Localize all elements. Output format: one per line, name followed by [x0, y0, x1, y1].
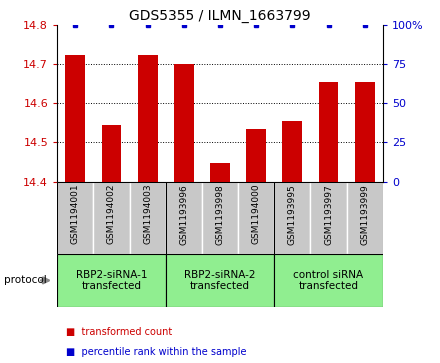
Bar — [282, 121, 302, 182]
Bar — [210, 163, 230, 182]
Text: RBP2-siRNA-1
transfected: RBP2-siRNA-1 transfected — [76, 270, 147, 291]
Text: GSM1194000: GSM1194000 — [252, 184, 260, 245]
Bar — [311, 182, 347, 254]
Bar — [57, 182, 93, 254]
Bar — [129, 182, 166, 254]
Text: GSM1194003: GSM1194003 — [143, 184, 152, 245]
Bar — [174, 65, 194, 182]
Text: GSM1194002: GSM1194002 — [107, 184, 116, 244]
Bar — [57, 254, 166, 307]
Title: GDS5355 / ILMN_1663799: GDS5355 / ILMN_1663799 — [129, 9, 311, 23]
Bar — [246, 129, 266, 182]
Bar — [238, 182, 274, 254]
Text: GSM1193999: GSM1193999 — [360, 184, 369, 245]
Bar — [347, 182, 383, 254]
Bar — [166, 182, 202, 254]
Text: GSM1193998: GSM1193998 — [216, 184, 224, 245]
Text: RBP2-siRNA-2
transfected: RBP2-siRNA-2 transfected — [184, 270, 256, 291]
Bar — [66, 55, 85, 182]
Text: GSM1193997: GSM1193997 — [324, 184, 333, 245]
Bar — [319, 82, 338, 182]
Text: ■  percentile rank within the sample: ■ percentile rank within the sample — [66, 347, 246, 357]
Bar — [274, 254, 383, 307]
Bar — [93, 182, 129, 254]
Bar — [202, 182, 238, 254]
Text: GSM1194001: GSM1194001 — [71, 184, 80, 245]
Bar — [355, 82, 375, 182]
Text: GSM1193995: GSM1193995 — [288, 184, 297, 245]
Bar — [274, 182, 311, 254]
Text: control siRNA
transfected: control siRNA transfected — [293, 270, 363, 291]
Text: ■  transformed count: ■ transformed count — [66, 327, 172, 337]
Text: protocol: protocol — [4, 276, 47, 285]
Text: GSM1193996: GSM1193996 — [180, 184, 188, 245]
Bar — [102, 125, 121, 182]
Bar — [166, 254, 274, 307]
Bar — [138, 55, 158, 182]
